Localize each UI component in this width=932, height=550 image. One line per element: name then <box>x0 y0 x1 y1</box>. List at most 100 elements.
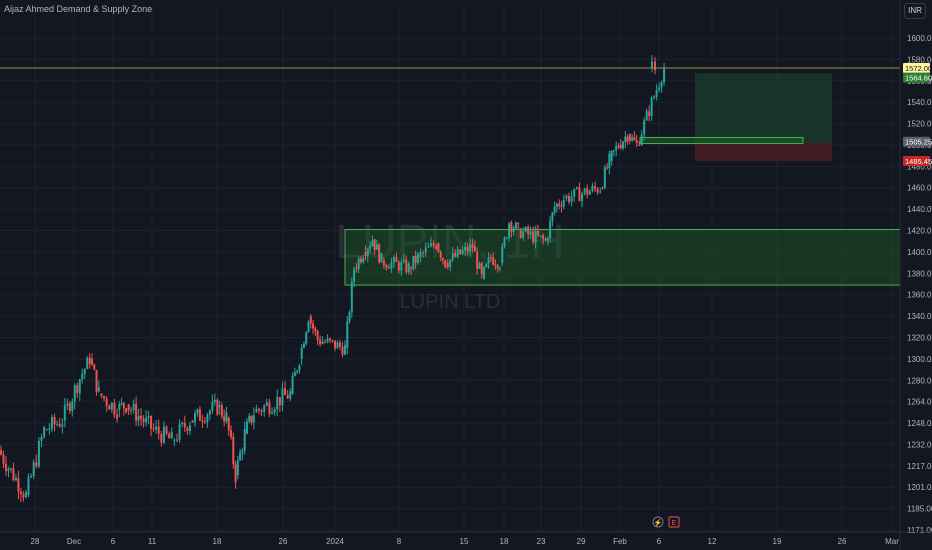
candle-body <box>542 235 545 240</box>
time-axis[interactable]: 28 Dec 6 11 18 26 2024 8 15 18 23 29 Feb 6 12 19 26 Mar <box>0 531 932 546</box>
candle-body <box>113 402 116 415</box>
candle-body <box>331 340 334 342</box>
candle-body <box>544 239 547 241</box>
time-tick-label: 23 <box>537 537 546 546</box>
candle-body <box>191 420 194 423</box>
candle-body <box>617 146 620 148</box>
candle-body <box>427 246 430 248</box>
candle-body <box>373 239 376 250</box>
candle-body <box>407 263 410 273</box>
candle-body <box>480 263 483 275</box>
candle-body <box>248 415 251 422</box>
candle-body <box>223 416 226 422</box>
candle-body <box>660 82 663 88</box>
price-tag-entry <box>903 136 930 147</box>
candle-body <box>37 440 40 467</box>
candle-body <box>68 403 71 412</box>
candle-body <box>56 423 59 425</box>
candle-body <box>650 98 653 116</box>
price-tick-label: 1340.00 <box>907 312 932 321</box>
price-tag-label: 1564.60 <box>905 74 932 83</box>
indicator-title[interactable]: Aijaz Ahmed Demand & Supply Zone <box>4 4 153 14</box>
candle-body <box>286 394 289 399</box>
candle-body <box>178 424 181 440</box>
candle-body <box>97 387 100 392</box>
candle-body <box>487 257 490 264</box>
candle-body <box>603 167 606 189</box>
candle-body <box>558 203 561 206</box>
candle-body <box>255 408 258 413</box>
candle-body <box>435 245 438 249</box>
candle-body <box>183 422 186 428</box>
candle-body <box>514 222 517 229</box>
candle-body <box>441 257 444 261</box>
candle-body <box>48 428 51 430</box>
candle-body <box>307 321 310 333</box>
candle-body <box>291 376 294 394</box>
candle-body <box>410 267 413 270</box>
candle-body <box>575 187 578 189</box>
candle-body <box>343 345 346 355</box>
candle-body <box>130 410 133 412</box>
event-marker-label: ⚡ <box>654 518 663 527</box>
candle-body <box>173 439 176 441</box>
candle-body <box>250 415 253 423</box>
demand-zone[interactable] <box>344 228 901 286</box>
candle-body <box>529 231 532 235</box>
candle-body <box>305 332 308 344</box>
candle-body <box>555 203 558 207</box>
price-axis[interactable]: 1600.001580.001560.001540.001520.001500.… <box>899 0 932 550</box>
candle-body <box>273 409 276 413</box>
candle-body <box>105 398 108 406</box>
candle-body <box>137 415 140 421</box>
price-tick-label: 1440.00 <box>907 205 932 214</box>
candle-body <box>108 405 111 410</box>
candle-body <box>50 417 53 429</box>
candle-body <box>43 426 46 437</box>
candle-body <box>206 414 209 422</box>
time-tick-label: Feb <box>613 537 627 546</box>
event-markers[interactable]: ⚡ E <box>652 516 680 528</box>
candle-body <box>132 403 135 411</box>
candle-body <box>334 340 337 349</box>
candle-body <box>633 137 636 141</box>
candle-body <box>339 342 342 347</box>
candle-body <box>402 259 405 263</box>
candle-body <box>510 221 513 232</box>
candle-body <box>263 405 266 412</box>
candle-body <box>296 370 299 373</box>
candle-body <box>395 257 398 263</box>
candle-body <box>476 251 479 269</box>
candle-body <box>86 357 89 370</box>
candle-body <box>27 476 30 496</box>
candle-body <box>17 478 20 492</box>
candle-body <box>534 230 537 243</box>
candle-body <box>252 415 255 423</box>
candle-body <box>319 339 322 345</box>
profit-area <box>695 73 832 143</box>
candle-body <box>336 342 339 349</box>
candle-body <box>594 186 597 189</box>
grid <box>0 8 900 532</box>
candle-body <box>66 403 69 406</box>
candle-body <box>578 187 581 202</box>
candle-body <box>537 230 540 236</box>
candle-body <box>45 429 48 431</box>
candle-body <box>635 140 638 144</box>
candle-body <box>369 246 372 250</box>
candle-body <box>19 491 22 495</box>
candle-body <box>125 408 128 413</box>
currency-button[interactable]: INR <box>904 3 926 19</box>
candle-body <box>422 252 425 254</box>
long-position-tool[interactable] <box>639 73 832 161</box>
price-tick-label: 1320.00 <box>907 333 932 342</box>
candle-body <box>651 61 653 68</box>
candle-body <box>473 246 476 252</box>
candle-body <box>201 420 204 422</box>
time-tick-label: 15 <box>460 537 469 546</box>
candle-body <box>454 253 457 257</box>
candle-body <box>81 374 84 380</box>
candle-body <box>414 255 417 263</box>
candle-body <box>456 249 459 257</box>
